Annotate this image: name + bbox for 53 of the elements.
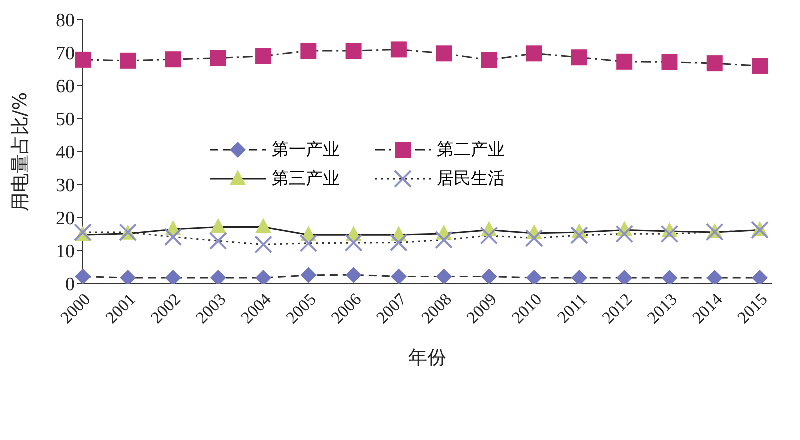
point bbox=[616, 54, 633, 70]
point bbox=[662, 54, 678, 70]
point bbox=[209, 232, 228, 250]
point bbox=[525, 229, 544, 248]
y-tick-label: 70 bbox=[56, 44, 75, 65]
point bbox=[210, 50, 226, 66]
point bbox=[75, 268, 91, 284]
y-axis-title: 用电量占比/% bbox=[10, 92, 32, 212]
point bbox=[481, 268, 498, 284]
legend-label: 第二产业 bbox=[437, 139, 505, 161]
y-tick-label: 0 bbox=[66, 274, 75, 296]
point bbox=[300, 267, 317, 284]
x-tick-label: 2011 bbox=[554, 290, 591, 327]
point bbox=[571, 50, 588, 66]
point bbox=[481, 52, 498, 68]
point bbox=[526, 46, 542, 62]
point bbox=[300, 234, 318, 252]
point bbox=[120, 52, 136, 69]
point bbox=[256, 48, 272, 64]
point bbox=[75, 52, 91, 68]
point bbox=[346, 43, 362, 60]
legend-label: 第三产业 bbox=[272, 168, 340, 190]
y-tick-label: 20 bbox=[56, 208, 75, 230]
point bbox=[210, 218, 226, 234]
point bbox=[436, 46, 452, 62]
point bbox=[436, 268, 452, 284]
point bbox=[165, 52, 182, 68]
point bbox=[660, 225, 679, 244]
y-tick-label: 60 bbox=[56, 76, 75, 98]
y-tick-label: 80 bbox=[56, 10, 75, 32]
point bbox=[390, 234, 408, 252]
y-tick-label: 40 bbox=[56, 142, 75, 164]
legend-label: 居民生活 bbox=[437, 168, 505, 190]
point bbox=[390, 268, 407, 284]
point bbox=[570, 226, 588, 244]
point bbox=[256, 218, 272, 234]
point bbox=[390, 42, 407, 58]
y-tick-label: 50 bbox=[56, 110, 75, 131]
point bbox=[752, 58, 768, 74]
point bbox=[706, 56, 723, 72]
point bbox=[300, 43, 317, 60]
x-axis-title: 年份 bbox=[408, 347, 446, 369]
point bbox=[254, 236, 273, 254]
point bbox=[346, 267, 362, 284]
y-tick-label: 30 bbox=[56, 176, 75, 197]
point bbox=[751, 221, 769, 240]
point bbox=[616, 225, 634, 244]
point bbox=[344, 234, 363, 252]
point bbox=[164, 228, 182, 246]
point bbox=[480, 226, 498, 245]
legend-label: 第一产业 bbox=[272, 139, 340, 161]
point bbox=[435, 231, 454, 250]
y-tick-label: 10 bbox=[56, 242, 75, 263]
